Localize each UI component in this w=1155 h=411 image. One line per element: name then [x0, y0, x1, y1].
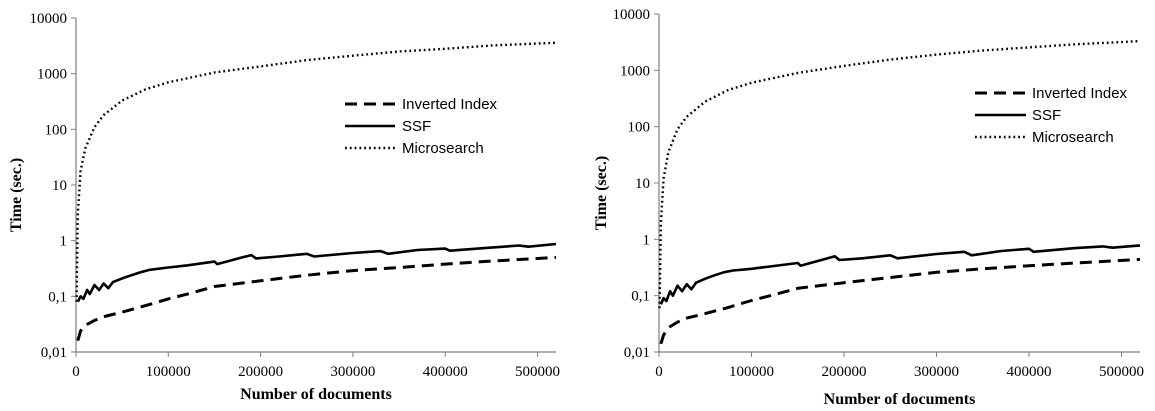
legend-label: Microsearch: [1032, 129, 1114, 146]
y-tick-label: 100: [45, 122, 68, 138]
legend-label: SSF: [1032, 107, 1061, 124]
x-tick-label: 500000: [1099, 364, 1144, 380]
x-tick-label: 200000: [238, 364, 283, 380]
series-line-inverted-index: [659, 257, 1141, 345]
x-tick-label: 400000: [1007, 364, 1052, 380]
legend-label: SSF: [402, 118, 431, 135]
y-axis-title: Time (sec.): [593, 156, 610, 230]
x-tick-label: 300000: [330, 364, 375, 380]
x-tick-label: 0: [72, 364, 80, 380]
x-tick-label: 200000: [822, 364, 867, 380]
y-axis-title: Time (sec.): [8, 158, 25, 232]
legend-label: Inverted Index: [1032, 85, 1128, 102]
series-line-microsearch: [75, 41, 557, 302]
x-tick-label: 100000: [729, 364, 774, 380]
x-tick-label: 300000: [914, 364, 959, 380]
y-tick-label: 0,1: [631, 289, 650, 305]
series-line-microsearch: [658, 39, 1141, 309]
y-tick-label: 10: [52, 178, 67, 194]
y-tick-label: 0,01: [41, 345, 67, 361]
y-tick-label: 1: [60, 234, 68, 250]
x-tick-label: 0: [655, 364, 663, 380]
y-tick-label: 1000: [37, 67, 67, 83]
y-tick-label: 0,1: [48, 289, 67, 305]
y-tick-label: 10000: [613, 7, 651, 23]
y-tick-label: 0,01: [624, 345, 650, 361]
series-line-inverted-index: [76, 255, 557, 342]
x-tick-label: 500000: [515, 364, 560, 380]
y-tick-label: 100: [628, 120, 651, 136]
x-tick-label: 100000: [146, 364, 191, 380]
x-axis-title: Number of documents: [824, 391, 976, 408]
x-tick-label: 400000: [423, 364, 468, 380]
y-tick-label: 10000: [30, 11, 68, 27]
series-line-ssf: [659, 244, 1141, 305]
legend-label: Microsearch: [402, 140, 484, 157]
y-tick-label: 1000: [620, 63, 650, 79]
legend-label: Inverted Index: [402, 96, 498, 113]
x-axis-title: Number of documents: [240, 386, 392, 403]
y-tick-label: 1: [643, 232, 651, 248]
y-tick-label: 10: [635, 176, 650, 192]
series-line-ssf: [76, 242, 557, 303]
